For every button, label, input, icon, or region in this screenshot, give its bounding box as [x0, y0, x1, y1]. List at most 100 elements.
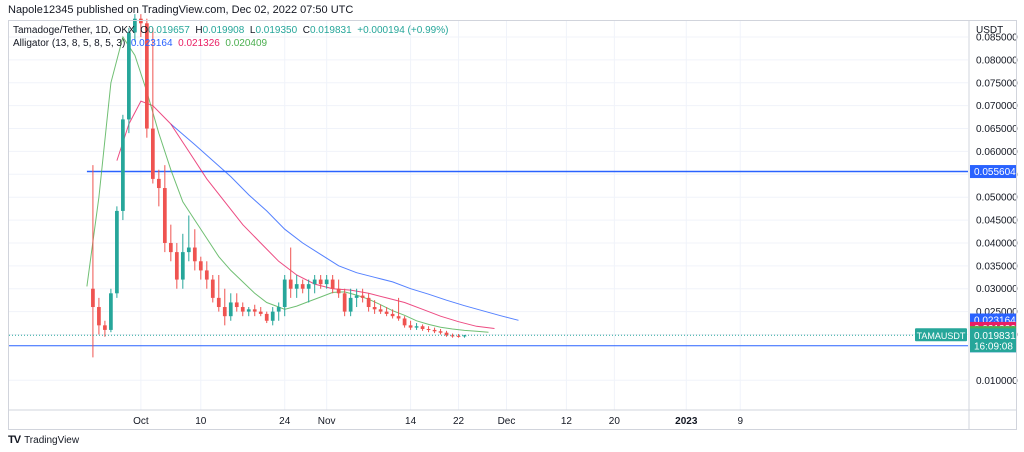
- open-value: 0.019657: [148, 25, 190, 36]
- alligator-jaw-line: [170, 123, 519, 321]
- candle-body: [162, 188, 167, 243]
- y-axis-unit-label: USDT: [976, 25, 1003, 36]
- candle: [282, 274, 287, 317]
- candle-body: [192, 247, 197, 262]
- candle-body: [306, 284, 311, 289]
- candle: [312, 274, 317, 294]
- candle: [258, 307, 263, 317]
- candle-body: [198, 261, 203, 271]
- candle: [324, 274, 329, 289]
- candle-body: [133, 18, 137, 33]
- candle-body: [408, 325, 413, 328]
- candle-body: [228, 302, 233, 317]
- candle: [306, 279, 311, 303]
- x-tick-label: 9: [737, 416, 743, 427]
- candle-body: [444, 332, 449, 336]
- candle-body: [103, 325, 107, 330]
- alligator-lips-value: 0.020409: [225, 38, 268, 49]
- y-tick-label: 0.065000: [976, 124, 1018, 135]
- candle-body: [174, 252, 179, 280]
- candle-body: [342, 293, 347, 312]
- candle: [342, 288, 347, 317]
- candle: [115, 206, 119, 298]
- candle-body: [420, 326, 425, 329]
- symbol-tag: TAMAUSDT: [917, 331, 966, 341]
- tradingview-brand[interactable]: TradingView: [24, 434, 80, 446]
- candle: [222, 288, 227, 326]
- x-tick-label: 2023: [675, 416, 698, 427]
- candle: [456, 334, 461, 338]
- candle: [408, 320, 413, 330]
- candle-body: [402, 318, 407, 326]
- last-price-label: 0.019831: [974, 331, 1016, 342]
- candle: [91, 165, 95, 358]
- y-tick-label: 0.070000: [976, 101, 1018, 112]
- y-tick-label: 0.080000: [976, 55, 1018, 66]
- candle: [438, 328, 443, 335]
- y-tick-label: 0.010000: [976, 376, 1018, 387]
- x-tick-label: 12: [561, 416, 573, 427]
- candle: [198, 256, 203, 280]
- candle-body: [216, 297, 221, 308]
- candle: [294, 274, 299, 298]
- candle: [420, 324, 425, 331]
- candle-body: [450, 335, 455, 337]
- candle: [162, 165, 167, 253]
- candle: [97, 297, 101, 335]
- candle-body: [139, 18, 143, 24]
- candle-body: [396, 316, 401, 319]
- candle: [240, 302, 245, 317]
- last-price-label-bg: [970, 328, 1017, 353]
- candle: [276, 302, 281, 321]
- candle: [174, 242, 179, 289]
- candle: [366, 293, 371, 312]
- candle-body: [438, 331, 443, 333]
- candle-body: [246, 309, 251, 312]
- candle: [402, 316, 407, 328]
- candle-body: [109, 293, 113, 330]
- high-value: 0.019908: [202, 25, 245, 36]
- y-tick-label: 0.060000: [976, 147, 1018, 158]
- candle: [168, 224, 173, 262]
- candle: [246, 307, 251, 317]
- candle: [228, 293, 233, 321]
- candle-body: [300, 284, 305, 289]
- candle-body: [270, 311, 275, 321]
- candle-body: [150, 128, 155, 179]
- candle: [264, 311, 269, 324]
- candle: [450, 333, 455, 338]
- y-tick-label: 0.040000: [976, 238, 1018, 249]
- candle-body: [462, 335, 467, 337]
- candle: [444, 330, 449, 337]
- candle-body: [210, 279, 215, 298]
- candle-body: [414, 326, 419, 328]
- chart-legend: Tamadoge/Tether, 1D, OKX O0.019657 H0.01…: [13, 24, 448, 50]
- candle: [127, 27, 131, 134]
- candle-body: [91, 288, 95, 308]
- candle-body: [378, 309, 383, 312]
- candle-body: [432, 329, 437, 332]
- last-price-line: TAMAUSDT: [9, 328, 968, 342]
- candle-body: [384, 311, 389, 314]
- x-tick-label: Oct: [133, 416, 149, 427]
- x-tick-label: 10: [195, 416, 207, 427]
- countdown-label: 16:09:08: [974, 341, 1013, 352]
- candle-body: [156, 178, 161, 189]
- alligator-teeth-value: 0.021326: [178, 38, 220, 49]
- low-value: 0.019350: [255, 25, 298, 36]
- candle: [156, 169, 161, 207]
- candle: [150, 27, 155, 184]
- tradingview-logo-icon[interactable]: TV: [8, 434, 21, 446]
- candle: [192, 229, 197, 271]
- candle-body: [336, 288, 341, 294]
- candle-body: [372, 307, 377, 310]
- candle: [270, 307, 275, 326]
- grid-lines: [9, 21, 968, 410]
- candle-body: [318, 279, 323, 285]
- ohlc-row: Tamadoge/Tether, 1D, OKX O0.019657 H0.01…: [13, 24, 448, 37]
- candle-body: [115, 210, 119, 294]
- low-label: L: [249, 25, 256, 36]
- candle: [144, 18, 149, 138]
- candle-body: [330, 279, 335, 289]
